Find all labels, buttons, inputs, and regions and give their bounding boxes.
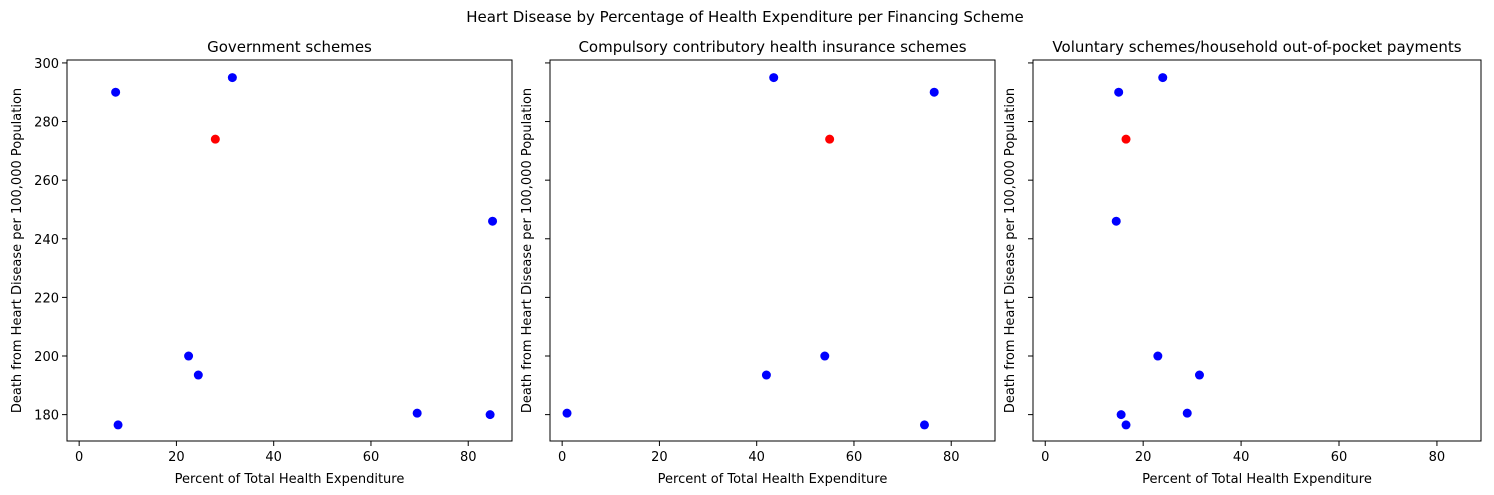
y-tick-label: 220 — [34, 291, 59, 306]
x-tick-label: 0 — [558, 450, 566, 465]
x-tick-label: 20 — [168, 450, 185, 465]
y-axis-label: Death from Heart Disease per 100,000 Pop… — [1003, 88, 1018, 413]
subplot-2: Compulsory contributory health insurance… — [520, 38, 996, 487]
data-point — [227, 73, 237, 83]
data-point — [1182, 408, 1192, 418]
y-axis-label: Death from Heart Disease per 100,000 Pop… — [10, 88, 25, 413]
data-point — [488, 216, 498, 226]
x-tick-label: 0 — [75, 450, 83, 465]
data-point — [193, 370, 203, 380]
x-tick-label: 0 — [1041, 450, 1049, 465]
x-tick-label: 40 — [748, 450, 765, 465]
x-tick-label: 80 — [1429, 450, 1446, 465]
data-point — [1121, 420, 1131, 430]
data-point — [210, 134, 220, 144]
axes-frame — [549, 59, 996, 442]
data-point — [1158, 73, 1168, 83]
data-point — [412, 408, 422, 418]
data-point — [113, 420, 123, 430]
data-point — [485, 410, 495, 420]
axes-frame — [1032, 59, 1482, 442]
y-tick-label: 200 — [34, 350, 59, 365]
data-point — [1116, 410, 1126, 420]
data-point — [111, 87, 121, 97]
x-axis-label: Percent of Total Health Expenditure — [175, 472, 405, 487]
y-tick-label: 280 — [34, 116, 59, 131]
subplot-title: Government schemes — [207, 38, 372, 56]
data-point — [820, 351, 830, 361]
y-tick-label: 180 — [34, 409, 59, 424]
subplot-3: Voluntary schemes/household out-of-pocke… — [1003, 38, 1482, 487]
data-point — [825, 134, 835, 144]
data-point — [1194, 370, 1204, 380]
data-point — [769, 73, 779, 83]
y-tick-label: 300 — [34, 57, 59, 72]
x-tick-label: 40 — [265, 450, 282, 465]
data-point — [1153, 351, 1163, 361]
data-point — [761, 370, 771, 380]
x-tick-label: 80 — [943, 450, 960, 465]
x-tick-label: 80 — [460, 450, 477, 465]
x-tick-label: 60 — [363, 450, 380, 465]
figure-title: Heart Disease by Percentage of Health Ex… — [466, 8, 1024, 26]
x-tick-label: 40 — [1233, 450, 1250, 465]
data-point — [562, 408, 572, 418]
x-tick-label: 20 — [1135, 450, 1152, 465]
data-point — [1114, 87, 1124, 97]
x-tick-label: 60 — [1331, 450, 1348, 465]
data-point — [1121, 134, 1131, 144]
x-tick-label: 60 — [846, 450, 863, 465]
data-point — [929, 87, 939, 97]
data-point — [919, 420, 929, 430]
x-axis-label: Percent of Total Health Expenditure — [1142, 472, 1372, 487]
subplot-title: Compulsory contributory health insurance… — [578, 38, 966, 56]
subplot-1: Government schemes 0 20 40 60 80 180 200 220 240 2… — [10, 38, 513, 487]
axes-frame — [66, 59, 513, 442]
subplot-title: Voluntary schemes/household out-of-pocke… — [1052, 38, 1461, 56]
x-tick-label: 20 — [651, 450, 668, 465]
data-point — [1111, 216, 1121, 226]
y-tick-label: 240 — [34, 233, 59, 248]
x-axis-label: Percent of Total Health Expenditure — [658, 472, 888, 487]
y-tick-label: 260 — [34, 174, 59, 189]
y-axis-label: Death from Heart Disease per 100,000 Pop… — [520, 88, 535, 413]
data-point — [184, 351, 194, 361]
